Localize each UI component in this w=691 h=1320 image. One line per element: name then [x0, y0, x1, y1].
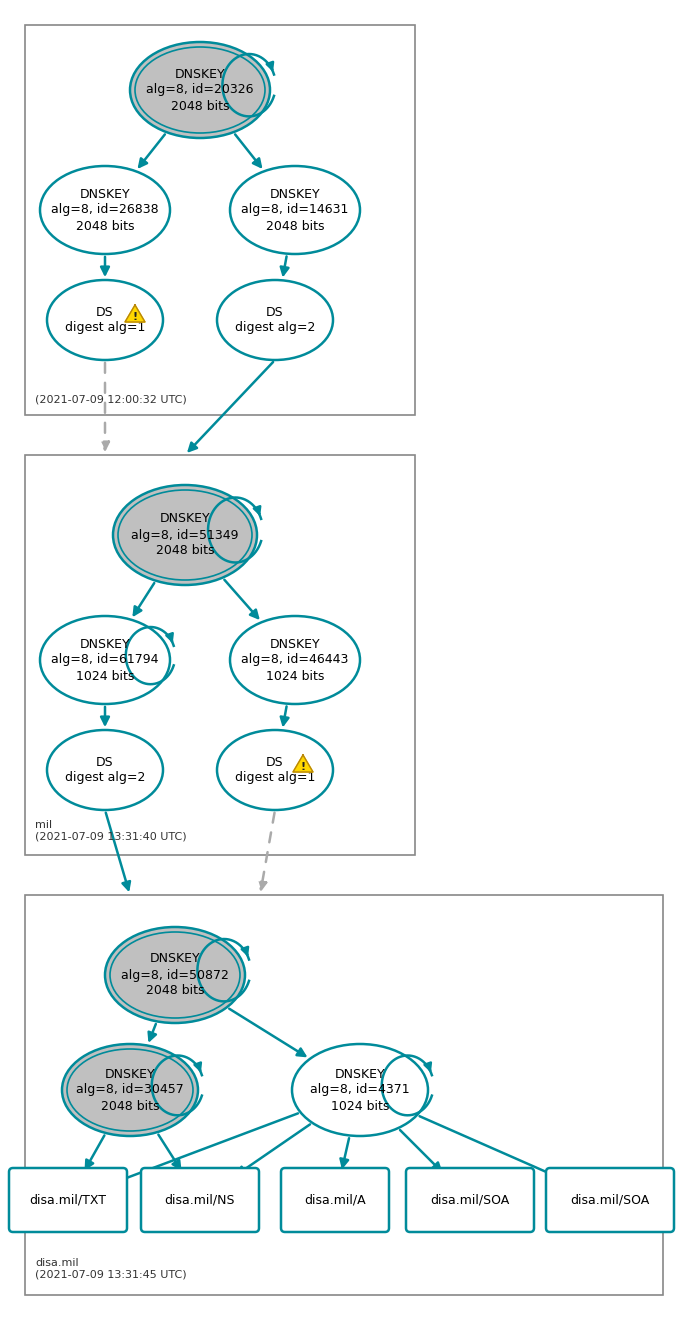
Ellipse shape: [230, 616, 360, 704]
Ellipse shape: [130, 42, 270, 139]
FancyArrowPatch shape: [281, 706, 288, 725]
Text: DS
digest alg=1: DS digest alg=1: [235, 755, 315, 784]
Text: DNSKEY
alg=8, id=20326
2048 bits: DNSKEY alg=8, id=20326 2048 bits: [146, 67, 254, 112]
Ellipse shape: [40, 616, 170, 704]
FancyBboxPatch shape: [141, 1168, 259, 1232]
FancyArrowPatch shape: [235, 135, 261, 166]
Bar: [25, 455, 415, 855]
Text: DS
digest alg=1: DS digest alg=1: [65, 305, 145, 334]
Text: (2021-07-09 12:00:32 UTC): (2021-07-09 12:00:32 UTC): [35, 395, 187, 405]
Ellipse shape: [217, 730, 333, 810]
Text: !: !: [301, 762, 305, 771]
FancyArrowPatch shape: [189, 362, 273, 451]
FancyArrowPatch shape: [229, 1008, 305, 1056]
Text: disa.mil/A: disa.mil/A: [304, 1193, 366, 1206]
FancyArrowPatch shape: [134, 583, 154, 615]
Text: DNSKEY
alg=8, id=50872
2048 bits: DNSKEY alg=8, id=50872 2048 bits: [121, 953, 229, 998]
Ellipse shape: [62, 1044, 198, 1137]
Text: DNSKEY
alg=8, id=51349
2048 bits: DNSKEY alg=8, id=51349 2048 bits: [131, 512, 239, 557]
Ellipse shape: [47, 730, 163, 810]
Text: DNSKEY
alg=8, id=4371
1024 bits: DNSKEY alg=8, id=4371 1024 bits: [310, 1068, 410, 1113]
FancyArrowPatch shape: [258, 813, 274, 890]
Text: disa.mil
(2021-07-09 13:31:45 UTC): disa.mil (2021-07-09 13:31:45 UTC): [35, 1258, 187, 1279]
Text: DNSKEY
alg=8, id=61794
1024 bits: DNSKEY alg=8, id=61794 1024 bits: [51, 638, 159, 682]
Text: disa.mil/TXT: disa.mil/TXT: [30, 1193, 106, 1206]
Ellipse shape: [292, 1044, 428, 1137]
Ellipse shape: [113, 484, 257, 585]
FancyArrowPatch shape: [101, 257, 109, 275]
Text: disa.mil/SOA: disa.mil/SOA: [430, 1193, 510, 1206]
FancyBboxPatch shape: [406, 1168, 534, 1232]
Ellipse shape: [217, 280, 333, 360]
FancyArrowPatch shape: [281, 256, 288, 275]
Text: disa.mil/NS: disa.mil/NS: [164, 1193, 235, 1206]
Ellipse shape: [230, 166, 360, 253]
FancyArrowPatch shape: [149, 1024, 156, 1040]
FancyArrowPatch shape: [101, 706, 109, 725]
Ellipse shape: [40, 166, 170, 253]
Text: DS
digest alg=2: DS digest alg=2: [235, 305, 315, 334]
Text: DNSKEY
alg=8, id=14631
2048 bits: DNSKEY alg=8, id=14631 2048 bits: [241, 187, 349, 232]
Text: disa.mil/SOA: disa.mil/SOA: [570, 1193, 650, 1206]
FancyArrowPatch shape: [101, 363, 109, 449]
FancyArrowPatch shape: [225, 579, 258, 618]
Text: DNSKEY
alg=8, id=46443
1024 bits: DNSKEY alg=8, id=46443 1024 bits: [241, 638, 349, 682]
FancyArrowPatch shape: [117, 1113, 298, 1183]
Polygon shape: [125, 305, 145, 322]
FancyArrowPatch shape: [158, 1135, 180, 1168]
FancyArrowPatch shape: [86, 1135, 104, 1168]
FancyArrowPatch shape: [237, 1125, 310, 1175]
FancyBboxPatch shape: [546, 1168, 674, 1232]
Ellipse shape: [105, 927, 245, 1023]
FancyArrowPatch shape: [106, 813, 130, 890]
FancyArrowPatch shape: [400, 1130, 441, 1171]
FancyArrowPatch shape: [139, 135, 165, 166]
Text: DNSKEY
alg=8, id=30457
2048 bits: DNSKEY alg=8, id=30457 2048 bits: [76, 1068, 184, 1113]
Ellipse shape: [47, 280, 163, 360]
FancyArrowPatch shape: [341, 1138, 349, 1167]
FancyArrowPatch shape: [419, 1117, 561, 1179]
FancyBboxPatch shape: [9, 1168, 127, 1232]
Text: mil
(2021-07-09 13:31:40 UTC): mil (2021-07-09 13:31:40 UTC): [35, 820, 187, 842]
FancyBboxPatch shape: [281, 1168, 389, 1232]
Text: !: !: [133, 312, 138, 322]
Bar: [25, 895, 663, 1295]
Text: DNSKEY
alg=8, id=26838
2048 bits: DNSKEY alg=8, id=26838 2048 bits: [51, 187, 159, 232]
Polygon shape: [293, 755, 313, 772]
Bar: [25, 25, 415, 414]
Text: DS
digest alg=2: DS digest alg=2: [65, 755, 145, 784]
